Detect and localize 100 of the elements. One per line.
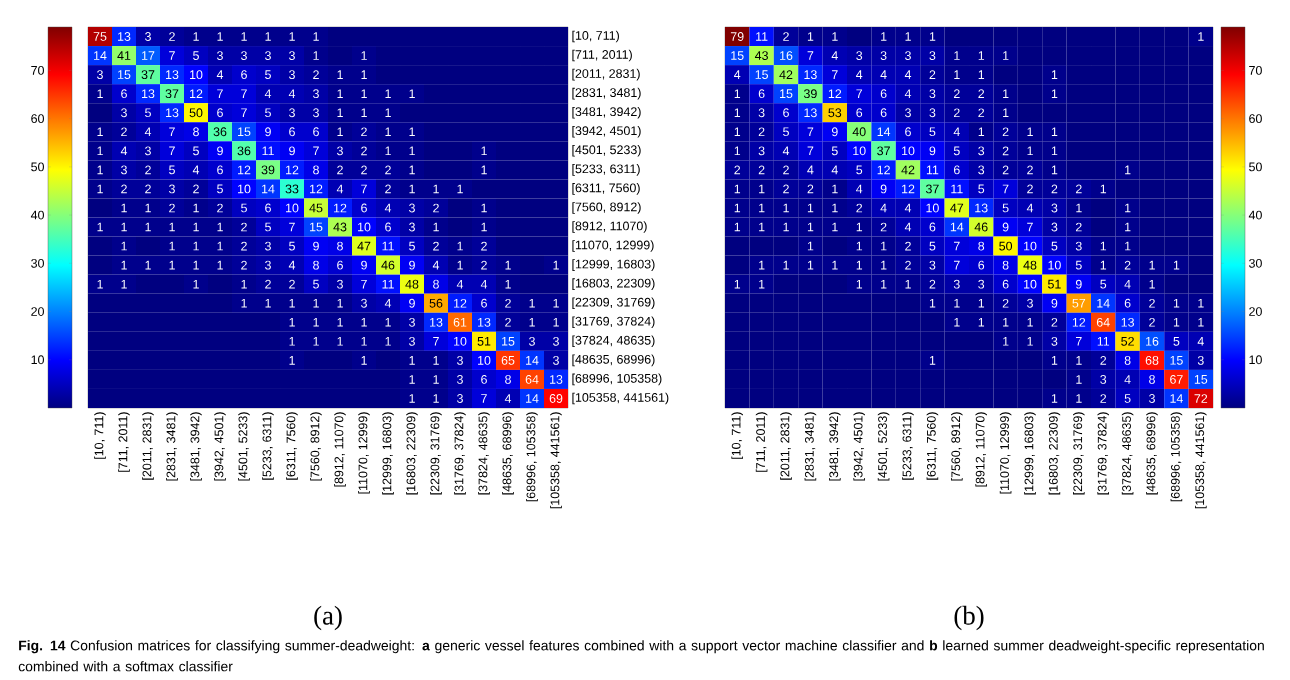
data-label: 3 xyxy=(929,108,936,118)
data-label: 9 xyxy=(831,127,838,137)
data-label: 5 xyxy=(217,184,223,194)
data-label: 1 xyxy=(1027,146,1033,156)
data-label: 1 xyxy=(97,146,103,156)
data-label: 37 xyxy=(877,146,890,156)
data-label: 1 xyxy=(881,260,887,270)
x-tick-label: [711, 2011) xyxy=(118,412,130,472)
data-label: 2 xyxy=(880,222,887,232)
data-label: 2 xyxy=(978,89,985,99)
data-label: 3 xyxy=(553,336,559,346)
y-tick-label: [68996, 105358) xyxy=(572,373,662,386)
x-tick-label: [12999, 16803) xyxy=(382,412,394,495)
data-label: 1 xyxy=(1027,318,1033,327)
data-label: 51 xyxy=(477,336,491,346)
data-label: 3 xyxy=(121,165,127,175)
data-label: 5 xyxy=(145,108,151,118)
data-label: 1 xyxy=(289,337,295,346)
data-label: 8 xyxy=(433,279,439,289)
data-label: 1 xyxy=(481,146,487,156)
data-label: 7 xyxy=(241,108,247,118)
data-label: 2 xyxy=(1075,222,1082,232)
data-label: 67 xyxy=(1170,375,1183,384)
data-label: 1 xyxy=(734,108,741,118)
data-label: 1 xyxy=(289,32,295,41)
x-tick-label: [16803, 22309) xyxy=(406,412,418,495)
data-label: 3 xyxy=(217,51,223,60)
data-label: 1 xyxy=(978,298,985,308)
data-label: 3 xyxy=(169,184,175,194)
x-tick-label: [48635, 68996) xyxy=(502,412,514,495)
data-label: 3 xyxy=(929,260,936,270)
data-label: 1 xyxy=(759,222,765,232)
data-label: 1 xyxy=(1100,184,1107,194)
data-label: 8 xyxy=(1124,355,1131,365)
y-tick-label: [105358, 441561) xyxy=(572,392,669,405)
data-label: 1 xyxy=(1198,298,1204,308)
data-label: 1 xyxy=(361,70,367,79)
y-tick-label: [10, 711) xyxy=(572,30,619,43)
data-label: 2 xyxy=(505,317,511,327)
data-label: 2 xyxy=(783,165,789,175)
data-label: 7 xyxy=(361,184,367,194)
data-label: 1 xyxy=(1027,127,1033,137)
color-bar-label: 50 xyxy=(31,162,44,172)
data-label: 3 xyxy=(1051,336,1058,346)
data-label: 12 xyxy=(877,165,890,175)
x-tick-label: [22309, 31769) xyxy=(430,412,442,495)
data-label: 1 xyxy=(1125,222,1131,232)
data-label: 13 xyxy=(975,203,988,213)
data-label: 5 xyxy=(1100,279,1107,289)
data-label: 2 xyxy=(385,165,391,175)
data-label: 4 xyxy=(880,203,887,213)
data-label: 1 xyxy=(337,337,343,346)
data-label: 1 xyxy=(313,298,319,308)
data-label: 1 xyxy=(361,318,367,327)
data-label: 2 xyxy=(758,127,765,137)
data-label: 15 xyxy=(238,127,251,137)
data-label: 2 xyxy=(929,279,936,289)
data-label: 1 xyxy=(1003,51,1009,60)
data-label: 3 xyxy=(929,51,936,60)
data-label: 3 xyxy=(880,51,887,60)
data-label: 13 xyxy=(166,108,179,118)
data-label: 1 xyxy=(361,356,367,365)
data-label: 4 xyxy=(1124,375,1131,384)
data-label: 12 xyxy=(310,184,323,194)
data-label: 1 xyxy=(337,70,343,79)
data-label: 56 xyxy=(429,298,443,308)
data-label: 1 xyxy=(481,203,487,213)
data-label: 2 xyxy=(361,165,367,175)
data-label: 5 xyxy=(1051,241,1058,251)
data-label: 75 xyxy=(93,32,107,41)
data-label: 1 xyxy=(856,279,863,289)
data-label: 14 xyxy=(526,394,539,403)
x-tick-label: [2011, 2831) xyxy=(780,412,792,480)
data-label: 5 xyxy=(831,146,838,156)
data-label: 1 xyxy=(1076,356,1082,365)
data-label: 12 xyxy=(1072,317,1086,327)
x-tick-label: [48635, 68996) xyxy=(1146,412,1158,495)
x-tick-label: [31769, 37824) xyxy=(1097,412,1110,495)
data-label: 4 xyxy=(953,127,960,137)
data-label: 1 xyxy=(217,222,223,232)
data-label: 4 xyxy=(288,260,296,270)
data-label: 1 xyxy=(832,222,838,232)
data-label: 1 xyxy=(169,260,175,270)
data-label: 5 xyxy=(856,165,863,175)
data-label: 1 xyxy=(1003,89,1009,98)
data-label: 2 xyxy=(145,184,151,194)
x-tick-label: [6311, 7560) xyxy=(926,412,939,480)
data-label: 3 xyxy=(409,222,415,232)
data-label: 3 xyxy=(905,51,911,60)
color-bar-label: 60 xyxy=(31,114,44,124)
y-tick-label: [7560, 8912) xyxy=(572,202,641,214)
data-label: 12 xyxy=(828,89,842,99)
y-tick-label: [11070, 12999) xyxy=(572,240,654,252)
data-label: 3 xyxy=(1027,298,1033,308)
data-label: 3 xyxy=(145,146,151,156)
data-label: 72 xyxy=(1194,394,1208,403)
data-label: 4 xyxy=(336,184,344,194)
data-label: 2 xyxy=(1051,184,1058,194)
data-label: 52 xyxy=(1121,336,1134,346)
data-label: 1 xyxy=(217,260,223,270)
